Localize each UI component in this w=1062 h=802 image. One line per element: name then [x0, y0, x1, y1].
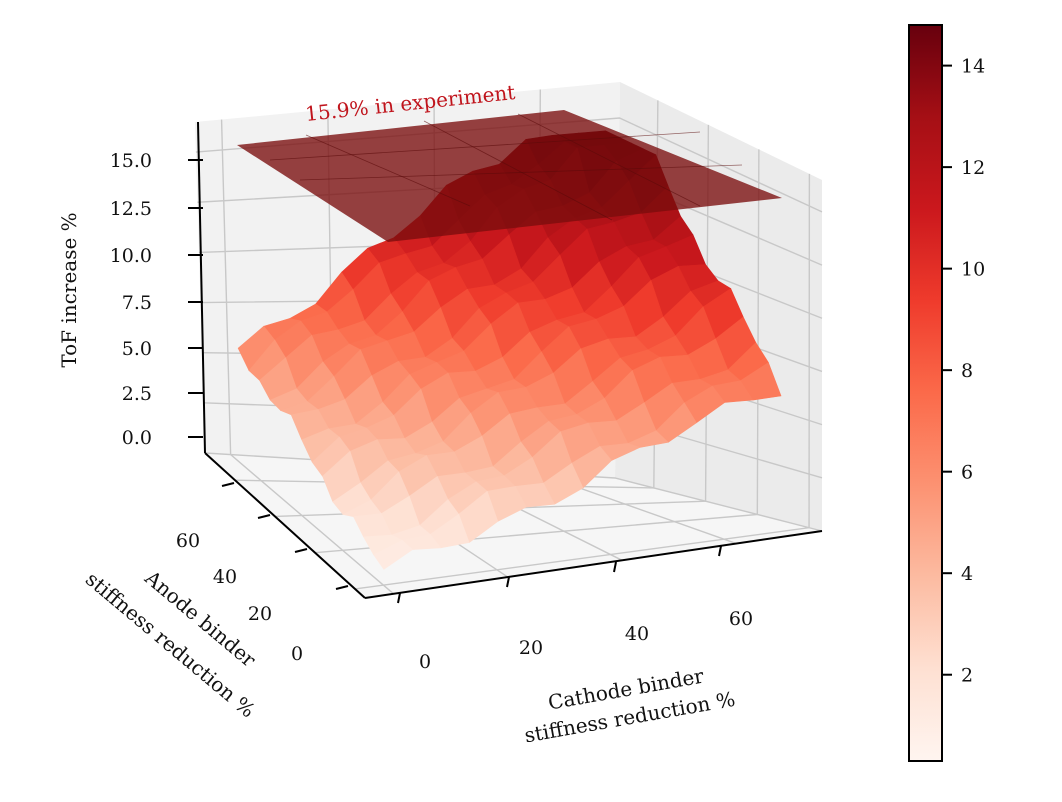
z-tick-label: 12.5 [110, 198, 152, 220]
z-tick-label: 15.0 [110, 150, 152, 172]
grid-line-y [354, 173, 811, 590]
colorbar-tick-label: 6 [961, 462, 973, 484]
z-tick-label: 2.5 [122, 383, 152, 405]
x-tick-label: 40 [625, 623, 649, 645]
z-axis-line [197, 121, 206, 454]
y-tick [294, 548, 308, 553]
z-tick-label: 5.0 [122, 338, 152, 360]
y-tick [221, 482, 235, 487]
grid-line-x [220, 119, 395, 595]
colorbar-gradient [908, 24, 943, 762]
plane-grid-line [423, 120, 613, 221]
z-tick-label: 10.0 [110, 245, 152, 267]
x-tick [506, 576, 510, 588]
colorbar-tick-label: 14 [961, 56, 985, 78]
y-tick-label: 40 [213, 566, 237, 588]
x-tick-label: 20 [519, 637, 543, 659]
x-tick-label: 60 [729, 608, 753, 630]
x-tick [613, 561, 617, 573]
colorbar-tick-label: 10 [961, 259, 985, 281]
plane-grid-line [269, 131, 701, 161]
y-axis-line [204, 452, 366, 599]
colorbar-tick-label: 12 [961, 157, 985, 179]
experiment-plane [237, 110, 782, 242]
surface-patch [373, 539, 414, 570]
y-tick-label: 60 [176, 530, 200, 552]
colorbar: 2 4 6 8 10 12 14 [908, 24, 985, 762]
colorbar-tick-label: 2 [961, 665, 973, 687]
z-tick-label: 7.5 [122, 292, 152, 314]
x-tick [718, 545, 722, 557]
plane-grid-line [305, 134, 471, 207]
axis-lines [197, 121, 823, 599]
plane-grid-line [517, 113, 701, 207]
plane-grid-line [299, 164, 743, 181]
z-axis-title: ToF increase % [57, 212, 81, 367]
surface-mesh [237, 110, 782, 570]
z-tick-label: 0.0 [122, 427, 152, 449]
x-tick [397, 592, 401, 604]
y-tick [257, 514, 271, 519]
y-tick-label: 20 [248, 603, 272, 625]
y-tick [335, 585, 349, 590]
tick-marks: 0.0 2.5 5.0 7.5 10.0 12.5 15.0 0 20 40 60 0 20 40 60 [110, 150, 753, 673]
x-tick-label: 0 [419, 651, 431, 673]
colorbar-tick-label: 8 [961, 360, 973, 382]
x-axis-line [364, 530, 823, 599]
y-tick-label: 0 [291, 643, 303, 665]
colorbar-tick-label: 4 [961, 563, 973, 585]
